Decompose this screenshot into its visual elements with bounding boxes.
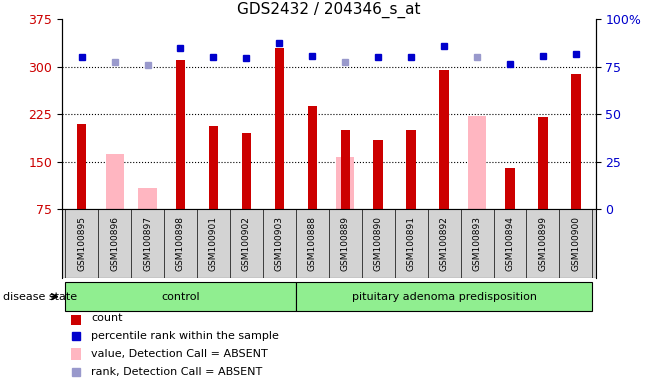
- Bar: [538, 118, 547, 209]
- Bar: [275, 48, 284, 209]
- Text: disease state: disease state: [3, 291, 77, 302]
- Text: GSM100900: GSM100900: [572, 216, 581, 271]
- Bar: [209, 126, 218, 209]
- Text: GSM100889: GSM100889: [340, 216, 350, 271]
- Text: control: control: [161, 291, 200, 302]
- Text: GSM100888: GSM100888: [308, 216, 317, 271]
- Bar: [468, 116, 486, 209]
- Text: GSM100899: GSM100899: [538, 216, 547, 271]
- Bar: [242, 133, 251, 209]
- Text: value, Detection Call = ABSENT: value, Detection Call = ABSENT: [91, 349, 268, 359]
- Text: count: count: [91, 313, 123, 323]
- Bar: [406, 130, 416, 209]
- Text: GSM100903: GSM100903: [275, 216, 284, 271]
- Text: GSM100902: GSM100902: [242, 217, 251, 271]
- Text: GSM100890: GSM100890: [374, 216, 383, 271]
- Bar: [139, 189, 157, 209]
- Bar: [336, 157, 354, 209]
- FancyBboxPatch shape: [65, 282, 296, 311]
- Text: GSM100892: GSM100892: [439, 217, 449, 271]
- FancyBboxPatch shape: [296, 282, 592, 311]
- Text: GSM100901: GSM100901: [209, 216, 218, 271]
- Bar: [505, 168, 515, 209]
- Bar: [439, 70, 449, 209]
- Bar: [340, 130, 350, 209]
- Bar: [105, 154, 124, 209]
- Text: GSM100896: GSM100896: [110, 216, 119, 271]
- Bar: [77, 124, 87, 209]
- Bar: [374, 140, 383, 209]
- Text: GSM100893: GSM100893: [473, 216, 482, 271]
- Text: pituitary adenoma predisposition: pituitary adenoma predisposition: [352, 291, 536, 302]
- Bar: [571, 74, 581, 209]
- Text: rank, Detection Call = ABSENT: rank, Detection Call = ABSENT: [91, 367, 263, 377]
- Bar: [176, 60, 185, 209]
- Text: GSM100897: GSM100897: [143, 216, 152, 271]
- Text: GSM100894: GSM100894: [505, 217, 514, 271]
- Title: GDS2432 / 204346_s_at: GDS2432 / 204346_s_at: [237, 2, 421, 18]
- Text: GSM100895: GSM100895: [77, 216, 86, 271]
- Text: percentile rank within the sample: percentile rank within the sample: [91, 331, 279, 341]
- Text: GSM100898: GSM100898: [176, 216, 185, 271]
- Bar: [71, 348, 81, 361]
- Bar: [307, 106, 317, 209]
- Text: GSM100891: GSM100891: [407, 216, 415, 271]
- Bar: [71, 312, 81, 324]
